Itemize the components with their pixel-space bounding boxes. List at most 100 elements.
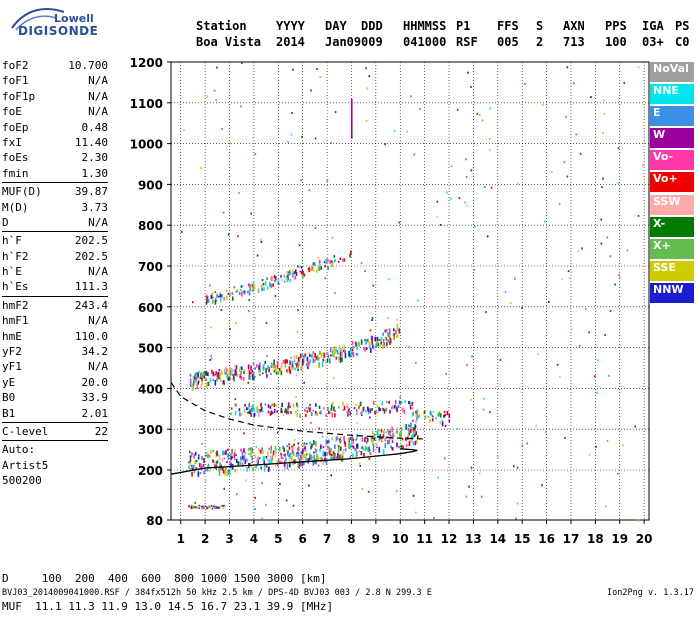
noise-point	[298, 265, 300, 268]
echo-point	[215, 461, 218, 464]
echo-point	[429, 410, 432, 415]
echo-point	[223, 457, 226, 460]
noise-point	[634, 425, 637, 428]
echo-point	[256, 406, 258, 410]
y-tick-label: 700	[138, 260, 163, 274]
noise-point	[577, 250, 580, 253]
noise-point	[578, 344, 581, 347]
noise-point	[241, 62, 243, 65]
echo-point	[418, 414, 421, 417]
echo-point	[227, 454, 230, 460]
echo-point	[291, 456, 293, 462]
echo-point	[324, 359, 327, 364]
echo-point	[389, 340, 391, 345]
echo-point	[270, 277, 272, 280]
param-name: hmE	[2, 329, 22, 343]
echo-point	[214, 291, 217, 293]
echo-point	[310, 445, 312, 450]
y-tick-label: 400	[138, 382, 163, 396]
echo-point	[219, 377, 222, 383]
echo-point	[439, 421, 442, 425]
echo-point	[340, 446, 342, 450]
echo-point	[302, 454, 304, 461]
echo-point	[218, 507, 220, 510]
echo-point	[448, 413, 451, 418]
header-cell: Jan09	[325, 35, 362, 49]
echo-point	[263, 363, 265, 367]
echo-point	[441, 420, 444, 423]
echo-point	[231, 369, 234, 372]
echo-point	[218, 467, 220, 473]
header-cell: DAY	[325, 19, 347, 33]
echo-point	[201, 455, 203, 460]
echo-point	[306, 453, 308, 456]
noise-point	[317, 464, 320, 467]
echo-point	[342, 453, 344, 458]
x-tick-label: 14	[489, 532, 506, 546]
noise-point	[410, 95, 412, 98]
param-row: yF2 34.2	[2, 344, 108, 359]
echo-point	[221, 457, 224, 462]
echo-point	[238, 368, 241, 373]
noise-point	[480, 495, 483, 498]
echo-point	[351, 348, 354, 352]
echo-point	[413, 426, 416, 432]
echo-point	[370, 435, 373, 440]
noise-point	[254, 153, 257, 156]
echo-point	[222, 505, 224, 507]
header-cell: PPS	[605, 19, 627, 33]
echo-point	[423, 410, 426, 415]
echo-point	[308, 267, 311, 273]
echo-point	[327, 266, 329, 271]
echo-point	[329, 260, 331, 264]
echo-point	[206, 299, 208, 304]
param-value: 22	[94, 424, 108, 438]
echo-point	[341, 353, 343, 358]
echo-point	[252, 372, 255, 376]
echo-point	[275, 403, 277, 407]
echo-point	[405, 444, 408, 447]
echo-point	[197, 507, 199, 509]
noise-point	[276, 431, 279, 434]
echo-point	[192, 507, 195, 509]
echo-point	[266, 286, 269, 290]
noise-point	[332, 376, 335, 379]
separator	[2, 421, 108, 423]
param-name: yF2	[2, 345, 22, 359]
echo-point	[204, 371, 207, 376]
y-tick-label: 600	[138, 301, 163, 315]
echo-point	[294, 410, 297, 414]
echo-point	[319, 444, 322, 449]
echo-point	[364, 339, 366, 341]
echo-point	[203, 470, 205, 475]
echo-point	[240, 413, 243, 416]
noise-point	[371, 317, 374, 320]
echo-point	[321, 361, 324, 367]
header-cell: YYYY	[276, 19, 305, 33]
echo-point	[296, 413, 299, 418]
echo-point	[398, 328, 401, 334]
echo-point	[291, 445, 293, 448]
noise-point	[537, 353, 540, 356]
echo-point	[325, 460, 328, 466]
echo-point	[205, 302, 208, 305]
echo-point	[404, 400, 406, 404]
echo-point	[414, 440, 417, 446]
echo-point	[280, 454, 283, 460]
echo-point	[326, 358, 329, 363]
noise-point	[240, 105, 242, 108]
noise-point	[334, 292, 336, 295]
echo-point	[254, 454, 257, 459]
echo-point	[280, 461, 283, 463]
echo-point	[316, 454, 318, 460]
echo-point	[292, 445, 295, 449]
echo-point	[236, 289, 239, 293]
noise-point	[488, 148, 491, 151]
noise-point	[368, 75, 371, 78]
echo-point	[328, 439, 330, 444]
echo-point	[276, 360, 279, 366]
echo-point	[402, 445, 404, 449]
echo-point	[189, 373, 192, 376]
echo-point	[335, 347, 338, 350]
echo-point	[270, 450, 272, 454]
